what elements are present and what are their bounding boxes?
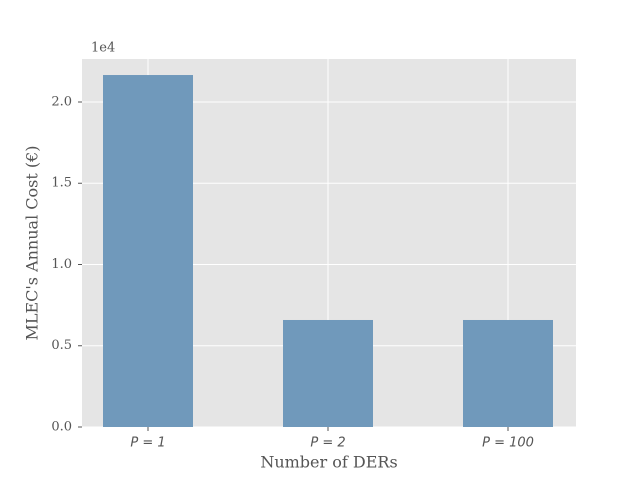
bar [283, 319, 373, 427]
y-tick-label: 2.0 [51, 94, 72, 109]
x-tick-label: P = 2 [310, 436, 345, 451]
bar [103, 75, 193, 427]
x-tick-label: P = 100 [482, 436, 534, 451]
y-tick-label: 1.0 [51, 257, 72, 272]
x-tick-label: P = 1 [130, 436, 165, 451]
marks [103, 75, 553, 427]
y-tick-label: 0.0 [51, 420, 72, 435]
y-tick-label: 1.5 [51, 176, 72, 191]
y-tick-label: 0.5 [51, 338, 72, 353]
y-axis-label: MLEC's Annual Cost (€) [23, 145, 42, 340]
y-offset-label: 1e4 [91, 41, 115, 56]
x-axis-label: Number of DERs [260, 453, 397, 472]
bar [463, 319, 553, 427]
